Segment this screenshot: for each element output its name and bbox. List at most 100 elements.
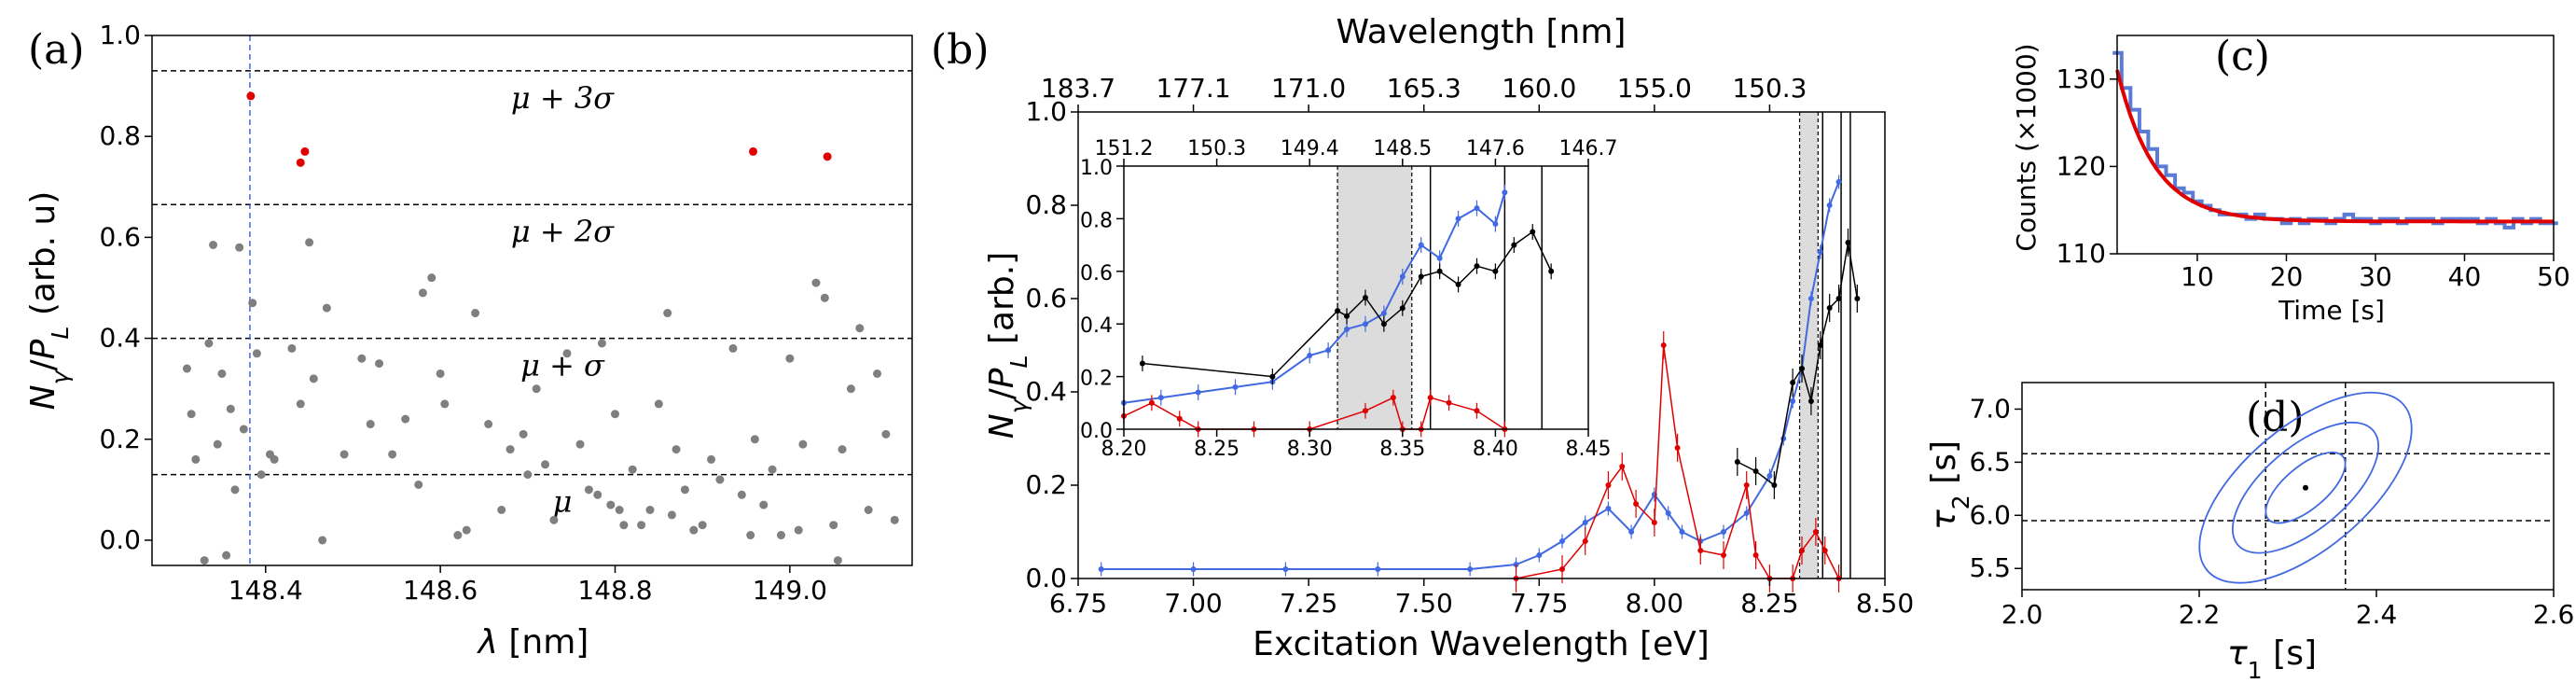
data-point (1743, 510, 1750, 516)
y-tick-label: 0.6 (99, 221, 141, 252)
data-point (1467, 566, 1474, 572)
data-point (873, 369, 882, 378)
y-tick-label: 0.0 (1025, 563, 1067, 593)
inset-data-point (1362, 295, 1368, 300)
data-point (1752, 552, 1759, 558)
data-point (1697, 548, 1704, 553)
panel-a: (a) μ μ + σ μ + 2σ μ + 3σ 148.4 148.6 148.8 149.… (24, 20, 913, 662)
y-tick-label: 0.4 (99, 323, 141, 354)
inset-data-point (1139, 360, 1145, 367)
axes-frame (2116, 35, 2555, 255)
data-point (619, 521, 629, 530)
shaded-region (1799, 112, 1819, 578)
data-point (645, 505, 655, 514)
data-point (637, 521, 646, 530)
x-tick-label: 10 (2181, 261, 2214, 292)
x-tick-label: 148.4 (229, 575, 303, 606)
data-point (1619, 464, 1626, 469)
inset-data-point (1195, 389, 1201, 396)
data-point (1799, 366, 1806, 371)
data-point (846, 384, 855, 394)
inset-data-point (1427, 395, 1433, 401)
fit-curve (2115, 69, 2554, 224)
data-point (654, 399, 663, 409)
data-point (217, 369, 227, 378)
data-point (523, 470, 533, 480)
y-axis-label: Nγ/PL [arb.] (983, 252, 1032, 439)
inset-y-tick-label: 0.4 (1080, 314, 1113, 338)
x-tick-label: 7.25 (1280, 588, 1337, 619)
data-point (707, 454, 716, 464)
inset-data-point (1176, 415, 1183, 422)
data-point (471, 309, 480, 318)
data-point (1660, 342, 1667, 348)
inset-data-point (1455, 281, 1461, 287)
inset-top-x-tick-label: 149.4 (1281, 137, 1339, 160)
data-point (182, 364, 191, 373)
data-point (200, 556, 209, 565)
data-point (1790, 380, 1796, 385)
inset-data-point (1335, 308, 1341, 314)
data-point (1766, 473, 1773, 479)
x-tick-label: 50 (2537, 261, 2570, 292)
axes-frame (2021, 382, 2555, 591)
inset-data-point (1530, 229, 1536, 235)
data-point (584, 485, 593, 495)
inset-data-point (1511, 242, 1517, 248)
data-point (593, 490, 602, 499)
data-point (562, 349, 572, 358)
data-point (418, 288, 427, 298)
data-point (628, 465, 637, 474)
x-tick-label: 2.4 (2356, 599, 2398, 630)
panel-label: (c) (2215, 33, 2270, 80)
data-point (615, 505, 624, 514)
data-point (1812, 529, 1819, 535)
inset-data-point (1492, 268, 1499, 274)
x-tick-label: 6.75 (1049, 588, 1107, 619)
sigma-label-1: μ + σ (520, 348, 605, 383)
inset-data-point (1390, 395, 1396, 401)
panel-label: (b) (931, 26, 990, 74)
inset-x-tick-label: 8.45 (1566, 438, 1612, 461)
x-axis-label: Excitation Wavelength [eV] (1253, 625, 1710, 663)
data-point (1190, 566, 1197, 572)
data-point (506, 445, 515, 454)
inset-y-tick-label: 0.2 (1080, 368, 1113, 391)
data-point (1734, 459, 1740, 465)
data-point (838, 445, 847, 454)
data-point (248, 299, 257, 308)
top-x-tick-label: 171.0 (1271, 73, 1346, 104)
data-point (322, 303, 331, 313)
inset-x-tick-label: 8.20 (1101, 438, 1147, 461)
data-point (388, 450, 397, 459)
data-point (1817, 342, 1823, 348)
data-point (484, 420, 493, 429)
x-tick-label: 149.0 (753, 575, 827, 606)
data-point (1821, 548, 1828, 553)
data-point (833, 556, 842, 565)
data-point (357, 354, 367, 363)
data-point (811, 278, 821, 287)
sigma-label-2: μ + 2σ (511, 214, 615, 249)
data-point (191, 454, 201, 464)
data-point (226, 404, 235, 413)
sigma-label-3: μ + 3σ (511, 80, 615, 116)
data-point (1807, 296, 1814, 301)
inset-top-x-tick-label: 146.7 (1559, 137, 1618, 160)
inset-top-x-tick-label: 150.3 (1187, 137, 1246, 160)
data-point (497, 505, 506, 514)
data-point (270, 454, 279, 464)
y-tick-label: 0.0 (99, 524, 141, 555)
data-point (698, 521, 707, 530)
x-axis-label: λ [nm] (477, 623, 589, 662)
y-axis-label: τ2 [s] (1925, 440, 1974, 530)
data-point (1817, 249, 1823, 255)
data-point (256, 470, 266, 480)
inset-data-point (1307, 353, 1313, 359)
y-axis-label: Counts (×1000) (2011, 43, 2042, 251)
data-point (1826, 305, 1833, 311)
x-tick-label: 148.8 (577, 575, 652, 606)
inset-data-point (1418, 242, 1424, 248)
inset-top-x-tick-label: 148.5 (1373, 137, 1432, 160)
